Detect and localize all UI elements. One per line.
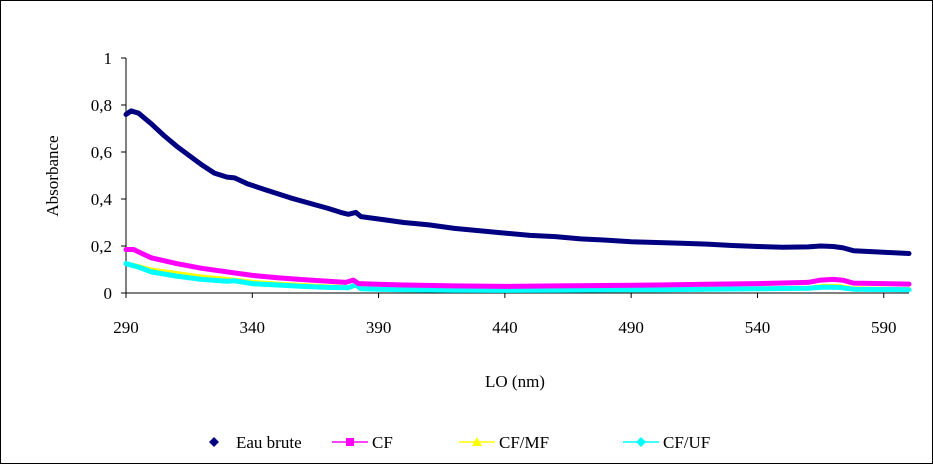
x-tick-label: 490 [618,318,644,337]
y-tick-label: 0,8 [91,96,112,115]
legend-label-2: CF/MF [499,433,549,452]
y-tick-label: 1 [104,49,113,68]
x-axis-title: LO (nm) [485,372,545,391]
legend-marker-3 [636,437,646,447]
y-tick-label: 0,6 [91,143,112,162]
x-tick-label: 340 [240,318,266,337]
legend: Eau brute CF CF/MF CF/UF [209,433,710,452]
y-tick-label: 0 [104,284,113,303]
tick-labels: 0 0,2 0,4 0,6 0,8 1 290 340 390 440 490 540 590 [91,49,897,337]
legend-label-0: Eau brute [236,433,302,452]
y-axis-title: Absorbance [43,135,62,216]
legend-label-3: CF/UF [663,433,710,452]
legend-marker-2 [472,437,482,446]
y-tick-label: 0,4 [91,190,113,209]
series-line-0 [123,108,912,256]
x-tick-label: 540 [745,318,771,337]
series-line-1 [123,247,912,289]
x-tick-label: 290 [113,318,139,337]
series-layer [123,108,912,293]
legend-label-1: CF [372,433,393,452]
series-line-3 [123,261,912,293]
y-tick-label: 0,2 [91,237,112,256]
x-tick-label: 440 [492,318,518,337]
x-tick-label: 390 [366,318,392,337]
legend-marker-0 [209,437,219,447]
axes [121,57,909,298]
x-tick-label: 590 [871,318,897,337]
legend-marker-1 [346,438,354,446]
